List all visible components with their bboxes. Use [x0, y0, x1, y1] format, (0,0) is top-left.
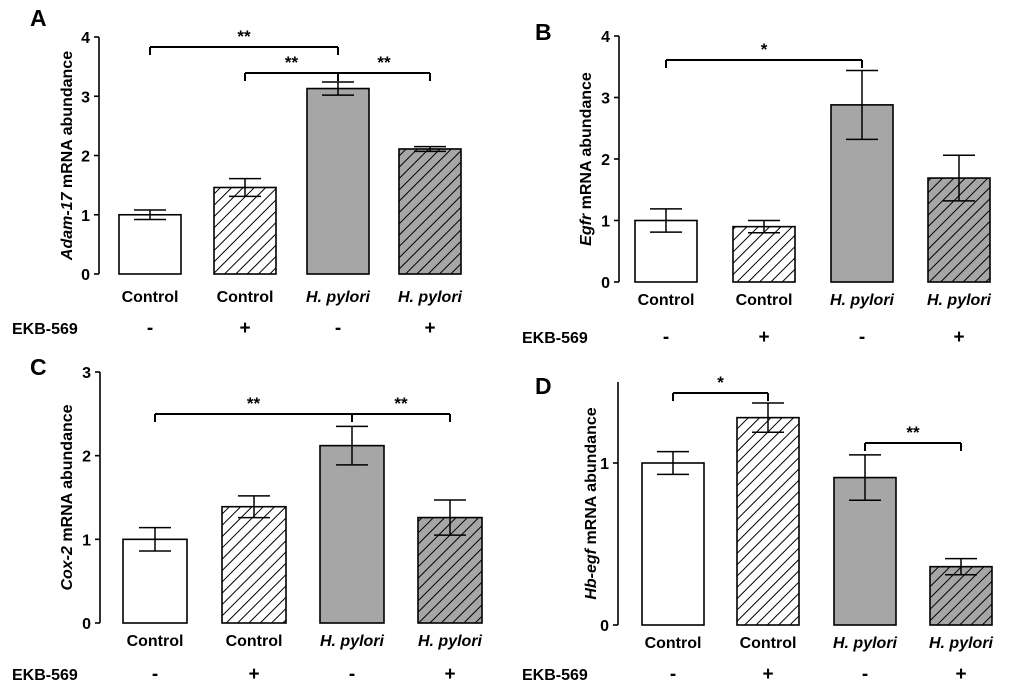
significance-marker: * — [717, 373, 724, 392]
treatment-sign: - — [147, 318, 153, 339]
x-category-label: H. pylori — [306, 289, 371, 306]
panel-letter: B — [535, 19, 552, 45]
significance-marker: ** — [285, 53, 299, 72]
bar — [833, 476, 897, 626]
y-tick-label: 2 — [82, 449, 91, 466]
treatment-sign: - — [670, 664, 676, 685]
x-category-label: H. pylori — [398, 289, 463, 306]
panel-letter: D — [535, 373, 552, 399]
bar — [641, 462, 705, 626]
y-axis-label-gene: Egfr — [578, 213, 595, 246]
y-tick-label: 3 — [601, 91, 610, 108]
x-category-label: H. pylori — [418, 633, 483, 650]
y-axis-label-gene: Cox-2 — [59, 546, 76, 591]
y-tick-label: 1 — [600, 456, 609, 473]
y-axis-label: Cox-2 mRNA abundance — [59, 404, 76, 590]
bar — [221, 505, 287, 624]
x-category-label: H. pylori — [929, 635, 994, 652]
y-tick-label: 1 — [601, 214, 610, 231]
treatment-sign: - — [335, 318, 341, 339]
significance-marker: ** — [394, 394, 408, 413]
y-tick-label: 1 — [81, 208, 90, 225]
x-category-label: H. pylori — [830, 292, 895, 309]
bar — [634, 219, 698, 283]
panel-letter: C — [30, 354, 47, 380]
x-category-label: Control — [127, 633, 184, 650]
y-tick-label: 0 — [82, 616, 91, 633]
x-category-label: H. pylori — [833, 635, 898, 652]
y-tick-label: 4 — [81, 30, 90, 47]
treatment-sign: - — [859, 327, 865, 348]
y-tick-label: 1 — [82, 532, 91, 549]
significance-marker: ** — [906, 423, 920, 442]
treatment-sign: + — [248, 664, 259, 685]
treatment-sign: - — [349, 664, 355, 685]
y-axis-label: Egfr mRNA abundance — [578, 72, 595, 246]
bar — [319, 444, 385, 624]
y-axis-label-rest: mRNA abundance — [578, 72, 595, 214]
y-axis-label: Hb-egf mRNA abundance — [583, 407, 600, 599]
treatment-sign: - — [862, 664, 868, 685]
ekb569-row-label: EKB-569 — [12, 321, 78, 338]
y-tick-label: 2 — [601, 152, 610, 169]
x-category-label: Control — [217, 289, 274, 306]
treatment-sign: + — [758, 327, 769, 348]
x-category-label: Control — [645, 635, 702, 652]
bar — [306, 87, 370, 275]
treatment-sign: + — [444, 664, 455, 685]
ekb569-row-label: EKB-569 — [522, 330, 588, 347]
y-axis-label-gene: Adam-17 — [59, 191, 76, 261]
bar — [122, 538, 188, 624]
y-tick-label: 0 — [600, 618, 609, 635]
treatment-sign: + — [239, 318, 250, 339]
significance-marker: * — [761, 40, 768, 59]
y-axis-label-rest: mRNA abundance — [59, 404, 76, 546]
y-tick-label: 0 — [601, 275, 610, 292]
x-category-label: Control — [226, 633, 283, 650]
bar — [118, 213, 182, 275]
y-tick-label: 4 — [601, 29, 610, 46]
treatment-sign: + — [955, 664, 966, 685]
y-tick-label: 2 — [81, 149, 90, 166]
treatment-sign: + — [424, 318, 435, 339]
y-axis-label-rest: mRNA abundance — [583, 407, 600, 549]
bar — [213, 186, 277, 275]
treatment-sign: - — [663, 327, 669, 348]
x-category-label: Control — [736, 292, 793, 309]
y-tick-label: 3 — [81, 89, 90, 106]
significance-marker: ** — [377, 53, 391, 72]
x-category-label: Control — [740, 635, 797, 652]
y-axis-label-rest: mRNA abundance — [59, 51, 76, 193]
x-category-label: H. pylori — [320, 633, 385, 650]
ekb569-row-label: EKB-569 — [12, 667, 78, 684]
bar — [736, 416, 800, 626]
x-category-label: Control — [122, 289, 179, 306]
significance-marker: ** — [237, 27, 251, 46]
y-axis-label: Adam-17 mRNA abundance — [59, 51, 76, 261]
bar — [732, 225, 796, 283]
ekb569-row-label: EKB-569 — [522, 667, 588, 684]
y-tick-label: 3 — [82, 365, 91, 382]
y-axis-label-gene: Hb-egf — [583, 547, 600, 599]
x-category-label: Control — [638, 292, 695, 309]
x-category-label: H. pylori — [927, 292, 992, 309]
treatment-sign: - — [152, 664, 158, 685]
bar — [398, 148, 462, 275]
treatment-sign: + — [762, 664, 773, 685]
y-tick-label: 0 — [81, 267, 90, 284]
significance-marker: ** — [247, 394, 261, 413]
panel-letter: A — [30, 5, 47, 31]
treatment-sign: + — [953, 327, 964, 348]
